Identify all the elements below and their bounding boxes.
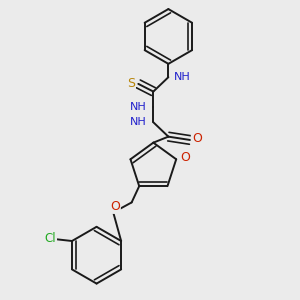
Text: O: O <box>192 132 202 145</box>
Text: O: O <box>181 151 190 164</box>
Text: NH: NH <box>130 102 147 112</box>
Text: O: O <box>110 200 120 213</box>
Text: NH: NH <box>174 71 191 82</box>
Text: S: S <box>127 77 135 90</box>
Text: NH: NH <box>130 117 147 127</box>
Text: Cl: Cl <box>44 232 56 245</box>
